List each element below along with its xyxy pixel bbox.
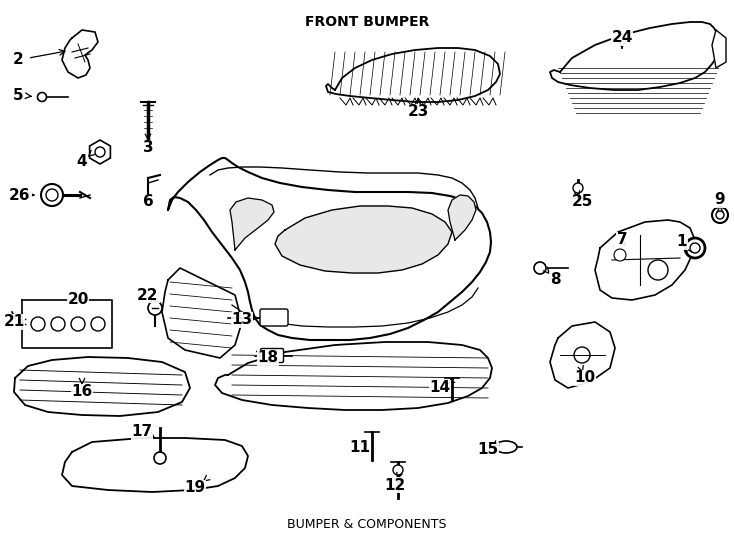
Polygon shape	[712, 30, 726, 68]
Polygon shape	[215, 342, 492, 410]
FancyBboxPatch shape	[260, 309, 288, 326]
Text: 18: 18	[258, 350, 279, 366]
Text: 5: 5	[12, 87, 23, 103]
Text: 11: 11	[349, 441, 371, 456]
Circle shape	[648, 260, 668, 280]
Text: 16: 16	[71, 384, 92, 400]
Circle shape	[573, 183, 583, 193]
Text: 17: 17	[131, 424, 153, 440]
Polygon shape	[275, 206, 452, 273]
Circle shape	[31, 317, 45, 331]
Circle shape	[574, 347, 590, 363]
Text: 8: 8	[550, 273, 560, 287]
Circle shape	[716, 211, 724, 219]
Polygon shape	[162, 268, 242, 358]
Polygon shape	[550, 322, 615, 388]
Polygon shape	[448, 195, 476, 240]
Text: 10: 10	[575, 370, 595, 386]
Text: FRONT BUMPER: FRONT BUMPER	[305, 15, 429, 29]
Text: BUMPER & COMPONENTS: BUMPER & COMPONENTS	[287, 518, 447, 531]
Circle shape	[71, 317, 85, 331]
Circle shape	[534, 262, 546, 274]
Circle shape	[95, 147, 105, 157]
Polygon shape	[62, 30, 98, 78]
Text: 6: 6	[142, 194, 153, 210]
Circle shape	[690, 243, 700, 253]
Text: 7: 7	[617, 233, 628, 247]
Text: 23: 23	[407, 105, 429, 119]
Text: 15: 15	[477, 442, 498, 457]
Text: 13: 13	[231, 313, 252, 327]
Text: 12: 12	[385, 477, 406, 492]
Text: 2: 2	[12, 52, 23, 68]
Text: 1: 1	[677, 234, 687, 249]
Text: 21: 21	[4, 314, 25, 329]
Circle shape	[148, 301, 162, 315]
Ellipse shape	[495, 441, 517, 453]
Polygon shape	[90, 140, 110, 164]
Circle shape	[614, 249, 626, 261]
Polygon shape	[595, 220, 695, 300]
Polygon shape	[62, 438, 248, 492]
Circle shape	[91, 317, 105, 331]
Circle shape	[46, 189, 58, 201]
Text: 26: 26	[10, 187, 31, 202]
Polygon shape	[14, 357, 190, 416]
Circle shape	[37, 92, 46, 102]
Circle shape	[712, 207, 728, 223]
Polygon shape	[550, 22, 720, 90]
Circle shape	[51, 317, 65, 331]
Text: 22: 22	[137, 287, 159, 302]
Text: 9: 9	[715, 192, 725, 207]
Text: 20: 20	[68, 293, 89, 307]
Circle shape	[154, 452, 166, 464]
Circle shape	[393, 465, 403, 475]
Circle shape	[685, 238, 705, 258]
Text: 24: 24	[611, 30, 633, 45]
Polygon shape	[22, 300, 112, 348]
Polygon shape	[230, 198, 274, 250]
FancyBboxPatch shape	[261, 348, 283, 362]
Circle shape	[41, 184, 63, 206]
Text: 4: 4	[76, 154, 87, 170]
Text: 25: 25	[571, 194, 592, 210]
Text: 19: 19	[184, 481, 206, 496]
Text: 3: 3	[142, 140, 153, 156]
Polygon shape	[168, 158, 491, 340]
Polygon shape	[326, 48, 500, 102]
Text: 14: 14	[429, 381, 451, 395]
